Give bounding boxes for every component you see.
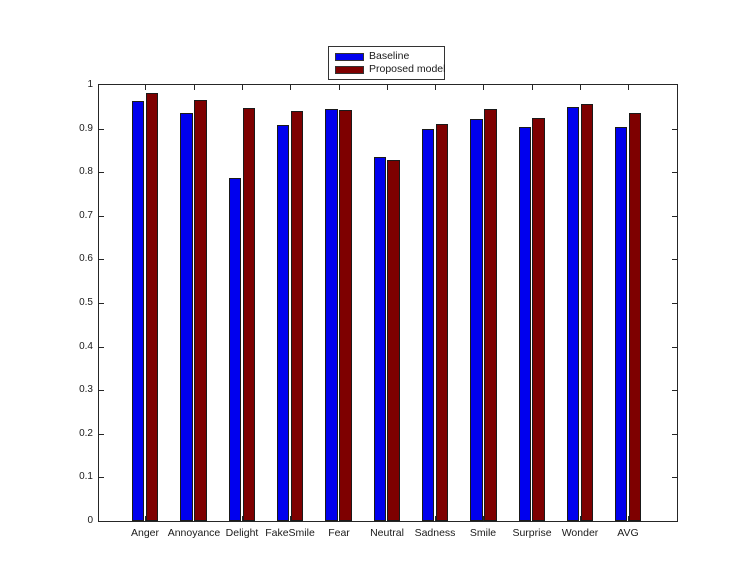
bar-baseline-annoyance [180,113,193,521]
y-tick-mark-left [99,172,104,173]
x-tick-mark-top [387,85,388,90]
x-tick-label-delight: Delight [225,527,259,539]
legend-item-baseline: Baseline [335,50,439,63]
bar-baseline-fakesmile [277,125,290,521]
y-tick-mark-right [672,172,677,173]
bar-baseline-sadness [421,129,435,521]
y-tick-mark-left [99,129,104,130]
y-tick-mark-left [99,259,104,260]
y-tick-label-0.6: 0.6 [79,253,93,264]
legend: Baseline Proposed model [328,46,445,80]
x-tick-label-neutral: Neutral [370,527,404,539]
bar-proposed-model-wonder [580,104,594,521]
bar-baseline-neutral [373,157,386,521]
bar-proposed-model-surprise [532,118,545,521]
bar-proposed-model-sadness [435,124,449,521]
y-tick-label-0.4: 0.4 [79,341,93,352]
x-tick-label-smile: Smile [469,527,497,539]
bar-proposed-model-fakesmile [290,111,304,521]
y-tick-mark-left [99,477,104,478]
legend-swatch-baseline [335,52,364,61]
y-tick-label-0.5: 0.5 [79,297,93,308]
y-tick-label-0.7: 0.7 [79,210,93,221]
x-tick-mark-top [580,85,581,90]
x-tick-mark-top [290,85,291,90]
y-tick-mark-right [672,390,677,391]
y-tick-label-0.8: 0.8 [79,166,93,177]
bar-baseline-avg [615,127,628,521]
y-tick-label-1: 1 [87,79,93,90]
y-tick-label-0.3: 0.3 [79,384,93,395]
y-tick-mark-left [99,390,104,391]
x-tick-label-avg: AVG [617,527,639,539]
x-tick-mark-bottom [483,516,484,521]
y-tick-mark-right [672,477,677,478]
bar-baseline-wonder [566,107,580,521]
legend-label-proposed-model: Proposed model [369,63,446,75]
x-tick-label-fakesmile: FakeSmile [265,527,315,539]
bar-baseline-surprise [518,127,531,521]
y-tick-mark-right [672,347,677,348]
legend-item-proposed-model: Proposed model [335,63,445,76]
x-tick-mark-bottom [628,516,629,521]
x-tick-mark-top [339,85,340,90]
y-tick-mark-right [672,259,677,260]
x-tick-mark-bottom [290,516,291,521]
bar-proposed-model-smile [484,109,497,521]
bar-baseline-anger [132,101,145,521]
y-tick-label-0.2: 0.2 [79,428,93,439]
x-tick-label-surprise: Surprise [512,527,552,539]
bar-baseline-smile [470,119,483,521]
y-tick-mark-right [672,129,677,130]
bar-baseline-delight [228,178,242,521]
bar-proposed-model-anger [145,93,159,521]
x-tick-label-fear: Fear [328,527,350,539]
x-tick-mark-bottom [580,516,581,521]
x-tick-mark-bottom [435,516,436,521]
bar-proposed-model-delight [242,108,256,521]
y-tick-mark-right [672,434,677,435]
bar-proposed-model-avg [628,113,642,521]
x-tick-label-anger: Anger [130,527,160,539]
bar-proposed-model-fear [339,110,352,521]
plot-area [98,84,678,522]
y-tick-mark-left [99,216,104,217]
legend-swatch-proposed-model [335,65,364,74]
bar-baseline-fear [325,109,338,521]
legend-label-baseline: Baseline [369,50,410,62]
y-tick-mark-left [99,434,104,435]
y-tick-label-0.9: 0.9 [79,123,93,134]
x-tick-label-annoyance: Annoyance [167,527,221,539]
x-tick-mark-top [435,85,436,90]
y-tick-mark-right [672,303,677,304]
x-tick-mark-top [628,85,629,90]
x-tick-mark-top [194,85,195,90]
x-tick-mark-top [483,85,484,90]
y-tick-label-0: 0 [87,515,93,526]
bar-proposed-model-neutral [387,160,400,521]
x-tick-label-wonder: Wonder [561,527,599,539]
bar-proposed-model-annoyance [194,100,207,521]
x-tick-label-sadness: Sadness [414,527,456,539]
y-tick-mark-left [99,347,104,348]
x-tick-mark-top [145,85,146,90]
x-tick-mark-top [532,85,533,90]
y-tick-label-0.1: 0.1 [79,471,93,482]
x-tick-mark-bottom [145,516,146,521]
y-tick-mark-right [672,216,677,217]
x-tick-mark-top [242,85,243,90]
y-tick-mark-left [99,303,104,304]
